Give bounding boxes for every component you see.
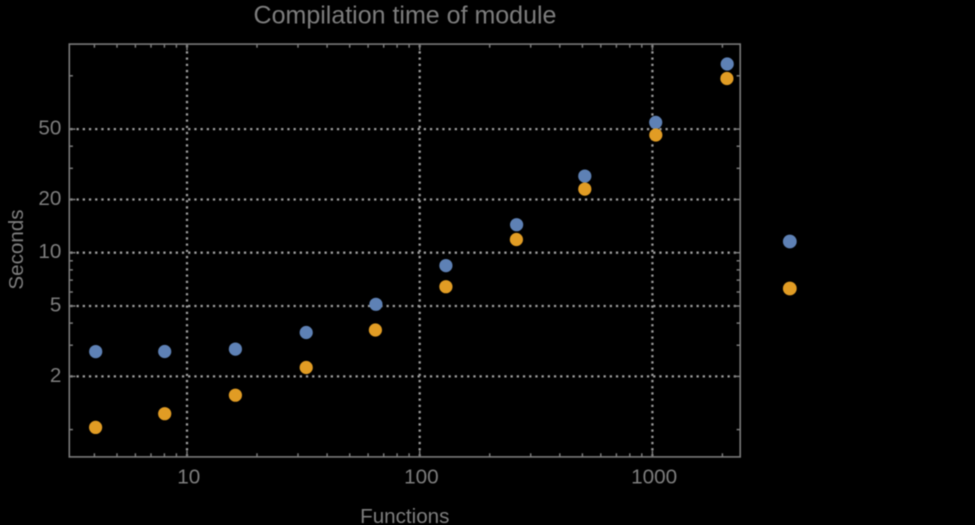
svg-text:100: 100 xyxy=(404,466,439,489)
svg-text:2: 2 xyxy=(50,364,62,387)
svg-text:5: 5 xyxy=(50,293,62,316)
svg-text:Functions: Functions xyxy=(360,505,449,525)
svg-text:10: 10 xyxy=(177,466,200,489)
svg-text:Seconds: Seconds xyxy=(5,209,28,289)
svg-text:20: 20 xyxy=(38,187,61,210)
svg-text:10: 10 xyxy=(38,240,61,263)
svg-text:50: 50 xyxy=(38,117,61,140)
svg-text:Compilation time of module: Compilation time of module xyxy=(254,2,557,30)
svg-text:1000: 1000 xyxy=(631,466,677,489)
